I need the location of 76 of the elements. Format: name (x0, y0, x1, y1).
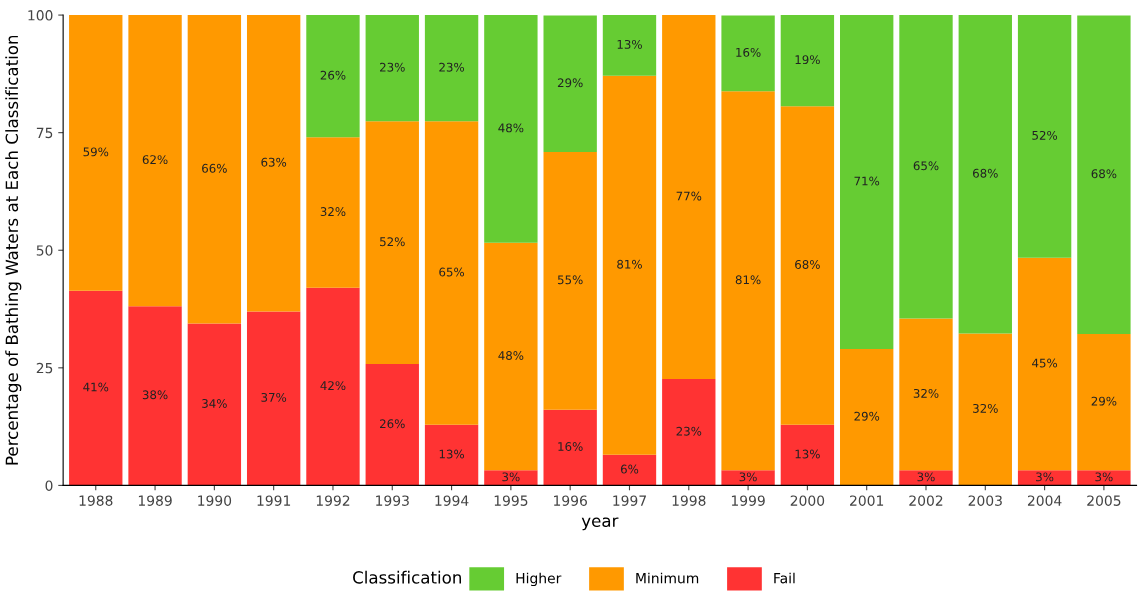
data-label: 45% (1032, 358, 1058, 368)
data-label: 81% (735, 275, 761, 285)
data-label: 34% (202, 399, 227, 408)
data-label: 23% (439, 62, 465, 72)
data-label: 65% (439, 267, 465, 277)
data-label: 3% (502, 472, 520, 482)
x-tick-label: 1992 (316, 495, 350, 506)
data-label: 26% (380, 419, 405, 429)
data-label: 16% (558, 442, 583, 451)
data-label: 41% (83, 382, 109, 392)
data-label: 48% (498, 123, 524, 133)
data-label: 29% (854, 411, 880, 421)
data-label: 3% (917, 472, 935, 482)
data-label: 3% (1036, 472, 1054, 482)
data-label: 26% (320, 70, 346, 80)
data-label: 52% (1032, 130, 1058, 140)
data-label: 23% (380, 62, 405, 72)
data-label: 3% (739, 472, 757, 482)
data-label: 52% (380, 237, 405, 247)
data-label: 68% (1091, 169, 1117, 179)
data-label: 32% (913, 388, 939, 398)
x-tick-label: 1991 (257, 495, 291, 506)
data-label: 59% (83, 147, 109, 157)
data-label: 62% (142, 155, 168, 165)
x-tick-label: 2001 (850, 495, 884, 506)
x-tick-label: 1999 (731, 495, 765, 506)
legend-title: Classification (353, 570, 461, 584)
data-label: 65% (913, 161, 939, 171)
y-tick-label: 75 (36, 127, 53, 139)
y-axis-title: Percentage of Bathing Waters at Each Classification (5, 35, 22, 465)
data-label: 68% (973, 168, 998, 178)
x-tick-label: 1995 (494, 495, 528, 506)
y-tick-label: 100 (28, 10, 53, 21)
data-label: 29% (557, 78, 583, 88)
legend-label: Fail (774, 572, 795, 584)
x-tick-label: 2004 (1027, 495, 1062, 506)
data-label: 71% (854, 176, 880, 186)
data-label: 16% (736, 47, 761, 57)
x-tick-label: 1988 (79, 495, 113, 506)
data-label: 29% (1091, 396, 1117, 406)
x-tick-label: 1989 (138, 495, 172, 506)
data-label: 13% (439, 449, 465, 459)
data-label: 48% (498, 351, 524, 360)
data-label: 32% (320, 207, 346, 217)
data-label: 63% (261, 157, 287, 167)
data-label: 68% (795, 260, 820, 269)
data-label: 38% (142, 390, 168, 400)
x-tick-label: 1994 (435, 495, 469, 506)
data-label: 23% (676, 426, 702, 436)
data-label: 81% (617, 259, 642, 269)
data-label: 37% (261, 392, 287, 402)
data-label: 55% (557, 275, 583, 285)
x-axis-title: year (581, 517, 619, 531)
x-tick-label: 1990 (198, 495, 232, 506)
data-label: 13% (617, 39, 642, 49)
data-label: 42% (320, 381, 346, 391)
data-label: 32% (973, 403, 998, 413)
data-label: 6% (620, 464, 639, 474)
y-tick-label: 25 (36, 362, 53, 374)
data-label: 77% (676, 191, 702, 201)
x-tick-label: 1997 (613, 495, 646, 506)
data-label: 13% (795, 449, 820, 459)
x-tick-label: 1993 (376, 495, 409, 506)
y-tick-label: 0 (45, 480, 53, 491)
data-label: 3% (1095, 472, 1113, 482)
x-tick-label: 2003 (968, 495, 1002, 506)
x-tick-label: 1996 (554, 495, 587, 506)
data-label: 66% (202, 163, 227, 173)
y-tick-label: 50 (36, 245, 53, 256)
x-tick-label: 2005 (1087, 495, 1121, 506)
x-tick-label: 2000 (790, 495, 825, 506)
x-tick-label: 2002 (909, 495, 943, 506)
x-tick-label: 1998 (672, 495, 706, 506)
legend-label: Higher (516, 572, 562, 587)
legend-label: Minimum (636, 572, 699, 584)
data-label: 19% (795, 55, 820, 65)
